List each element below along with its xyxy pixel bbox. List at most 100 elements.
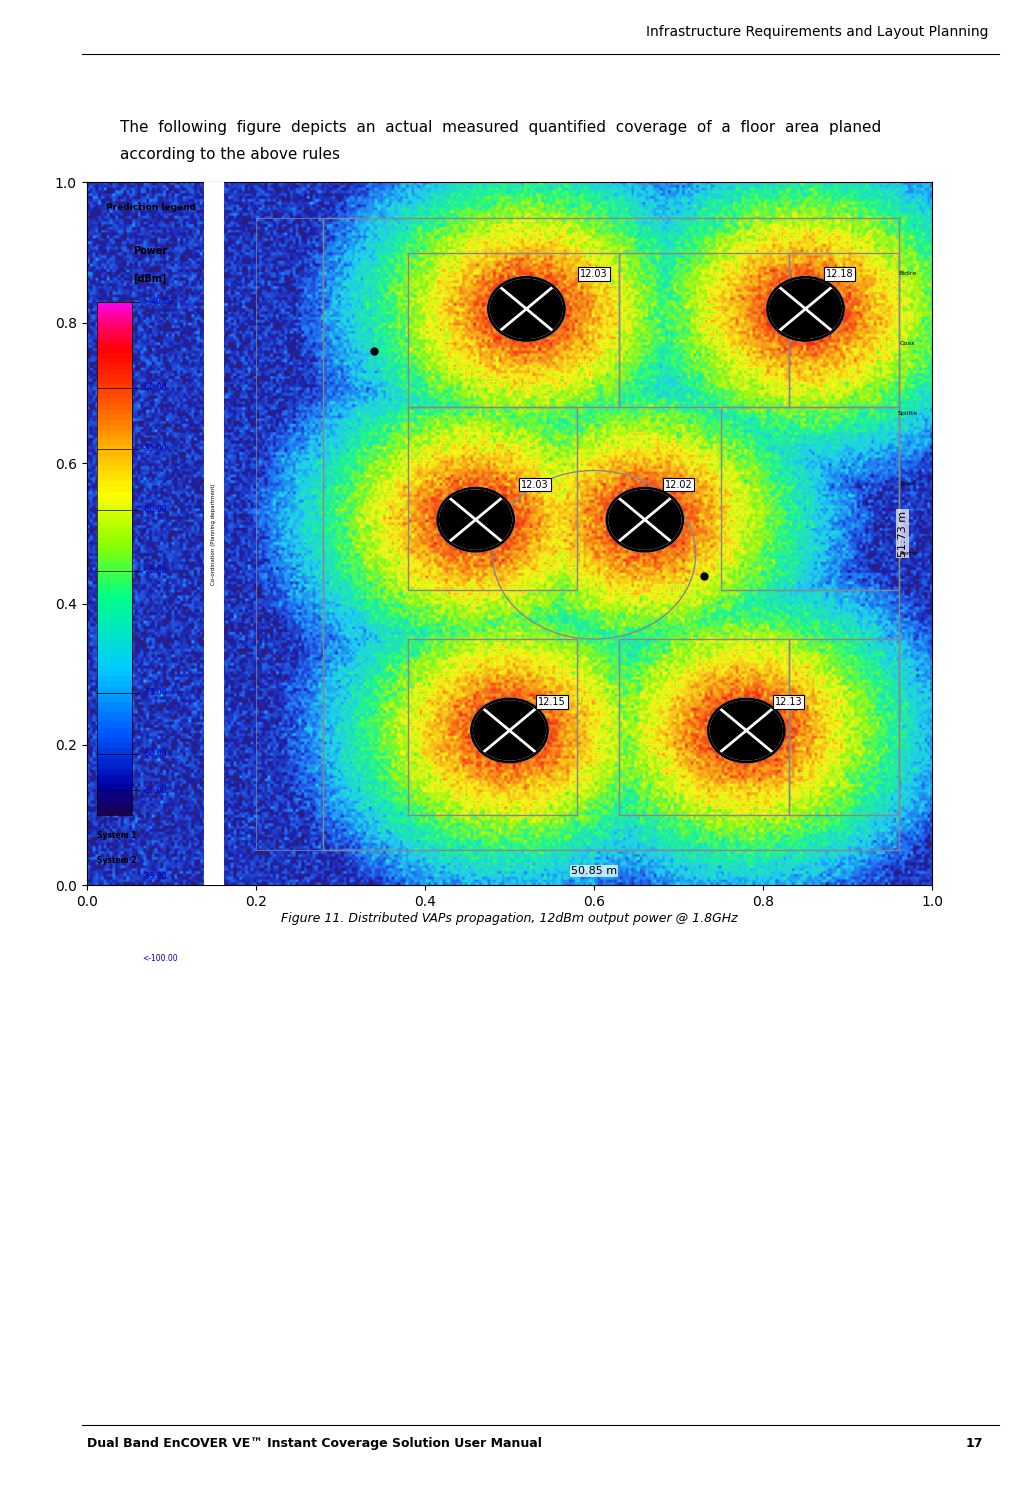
Bar <box>97 804 132 810</box>
Bar <box>97 363 132 369</box>
Text: 12.02: 12.02 <box>664 480 693 489</box>
Bar <box>97 431 132 435</box>
Text: Co-ordination (Planning department): Co-ordination (Planning department) <box>212 483 216 585</box>
Bar <box>97 395 132 399</box>
Bar <box>97 661 132 667</box>
Bar <box>97 589 132 594</box>
Text: -80.00: -80.00 <box>143 749 167 758</box>
Bar <box>408 253 620 407</box>
Text: -55.00: -55.00 <box>143 444 167 453</box>
Bar <box>97 722 132 728</box>
Bar <box>97 739 132 743</box>
Text: System 2: System 2 <box>97 857 137 866</box>
Bar <box>97 528 132 532</box>
Text: Prediction legend: Prediction legend <box>106 203 196 212</box>
Text: The  following  figure  depicts  an  actual  measured  quantified  coverage  of : The following figure depicts an actual m… <box>120 120 881 135</box>
Bar <box>97 703 132 707</box>
Circle shape <box>767 277 844 341</box>
Text: System 1: System 1 <box>97 831 137 840</box>
Bar <box>408 407 577 591</box>
Bar <box>97 369 132 374</box>
Bar <box>97 399 132 405</box>
Bar <box>97 338 132 342</box>
Bar <box>97 733 132 739</box>
Text: 12.03: 12.03 <box>580 269 608 278</box>
Bar <box>97 779 132 783</box>
Bar <box>97 629 132 635</box>
Bar <box>97 492 132 496</box>
Text: Power: Power <box>133 245 167 256</box>
Bar <box>97 783 132 789</box>
Circle shape <box>472 698 547 762</box>
Text: 12.13: 12.13 <box>774 697 802 707</box>
Bar <box>97 353 132 359</box>
Bar <box>620 253 789 407</box>
Bar <box>97 743 132 748</box>
Bar <box>97 604 132 610</box>
Bar <box>97 553 132 558</box>
Bar <box>97 718 132 722</box>
Bar <box>97 522 132 528</box>
Text: Bidire: Bidire <box>899 272 917 277</box>
Bar <box>97 538 132 543</box>
Bar <box>97 342 132 348</box>
Bar <box>97 789 132 794</box>
Bar <box>97 671 132 676</box>
Bar <box>97 302 132 306</box>
Bar <box>97 764 132 768</box>
Bar <box>97 800 132 804</box>
Text: -75.00: -75.00 <box>143 688 167 697</box>
Text: 50.85 m: 50.85 m <box>571 866 618 876</box>
Bar <box>620 640 789 815</box>
Bar <box>97 348 132 353</box>
Bar <box>97 682 132 686</box>
Bar <box>97 323 132 327</box>
Bar <box>97 466 132 471</box>
Bar <box>97 513 132 517</box>
Bar <box>97 697 132 703</box>
Bar <box>97 599 132 604</box>
Bar <box>97 707 132 712</box>
Bar <box>97 456 132 460</box>
Text: Remo: Remo <box>899 552 917 556</box>
Text: Coax: Coax <box>900 341 916 347</box>
Text: -50.00: -50.00 <box>143 383 167 392</box>
Bar <box>720 407 899 591</box>
Text: 12.15: 12.15 <box>538 697 566 707</box>
Bar <box>97 686 132 692</box>
Bar <box>408 640 577 815</box>
Bar <box>97 768 132 774</box>
Circle shape <box>488 277 565 341</box>
Bar <box>97 389 132 395</box>
Bar <box>97 517 132 522</box>
Bar <box>97 558 132 564</box>
Bar <box>97 748 132 753</box>
Bar <box>97 425 132 431</box>
Bar <box>97 502 132 507</box>
Bar <box>97 610 132 614</box>
Bar <box>97 549 132 553</box>
Bar <box>97 646 132 650</box>
Bar <box>97 712 132 718</box>
Bar <box>97 614 132 620</box>
Bar <box>97 543 132 549</box>
Bar <box>97 420 132 425</box>
Bar <box>97 620 132 625</box>
Bar <box>97 496 132 502</box>
Bar <box>789 253 899 407</box>
Bar <box>97 312 132 317</box>
Bar <box>97 810 132 815</box>
Text: -95.00: -95.00 <box>143 872 167 881</box>
Bar <box>97 507 132 513</box>
Text: Infrastructure Requirements and Layout Planning: Infrastructure Requirements and Layout P… <box>646 25 988 39</box>
Bar <box>97 676 132 682</box>
Text: according to the above rules: according to the above rules <box>120 147 340 161</box>
Bar <box>97 635 132 640</box>
Bar <box>97 594 132 599</box>
Bar <box>97 359 132 363</box>
Bar <box>97 650 132 656</box>
Bar <box>97 532 132 538</box>
Bar <box>97 405 132 410</box>
Bar <box>97 446 132 450</box>
Text: Figure 11. Distributed VAPs propagation, 12dBm output power @ 1.8GHz: Figure 11. Distributed VAPs propagation,… <box>281 912 738 925</box>
